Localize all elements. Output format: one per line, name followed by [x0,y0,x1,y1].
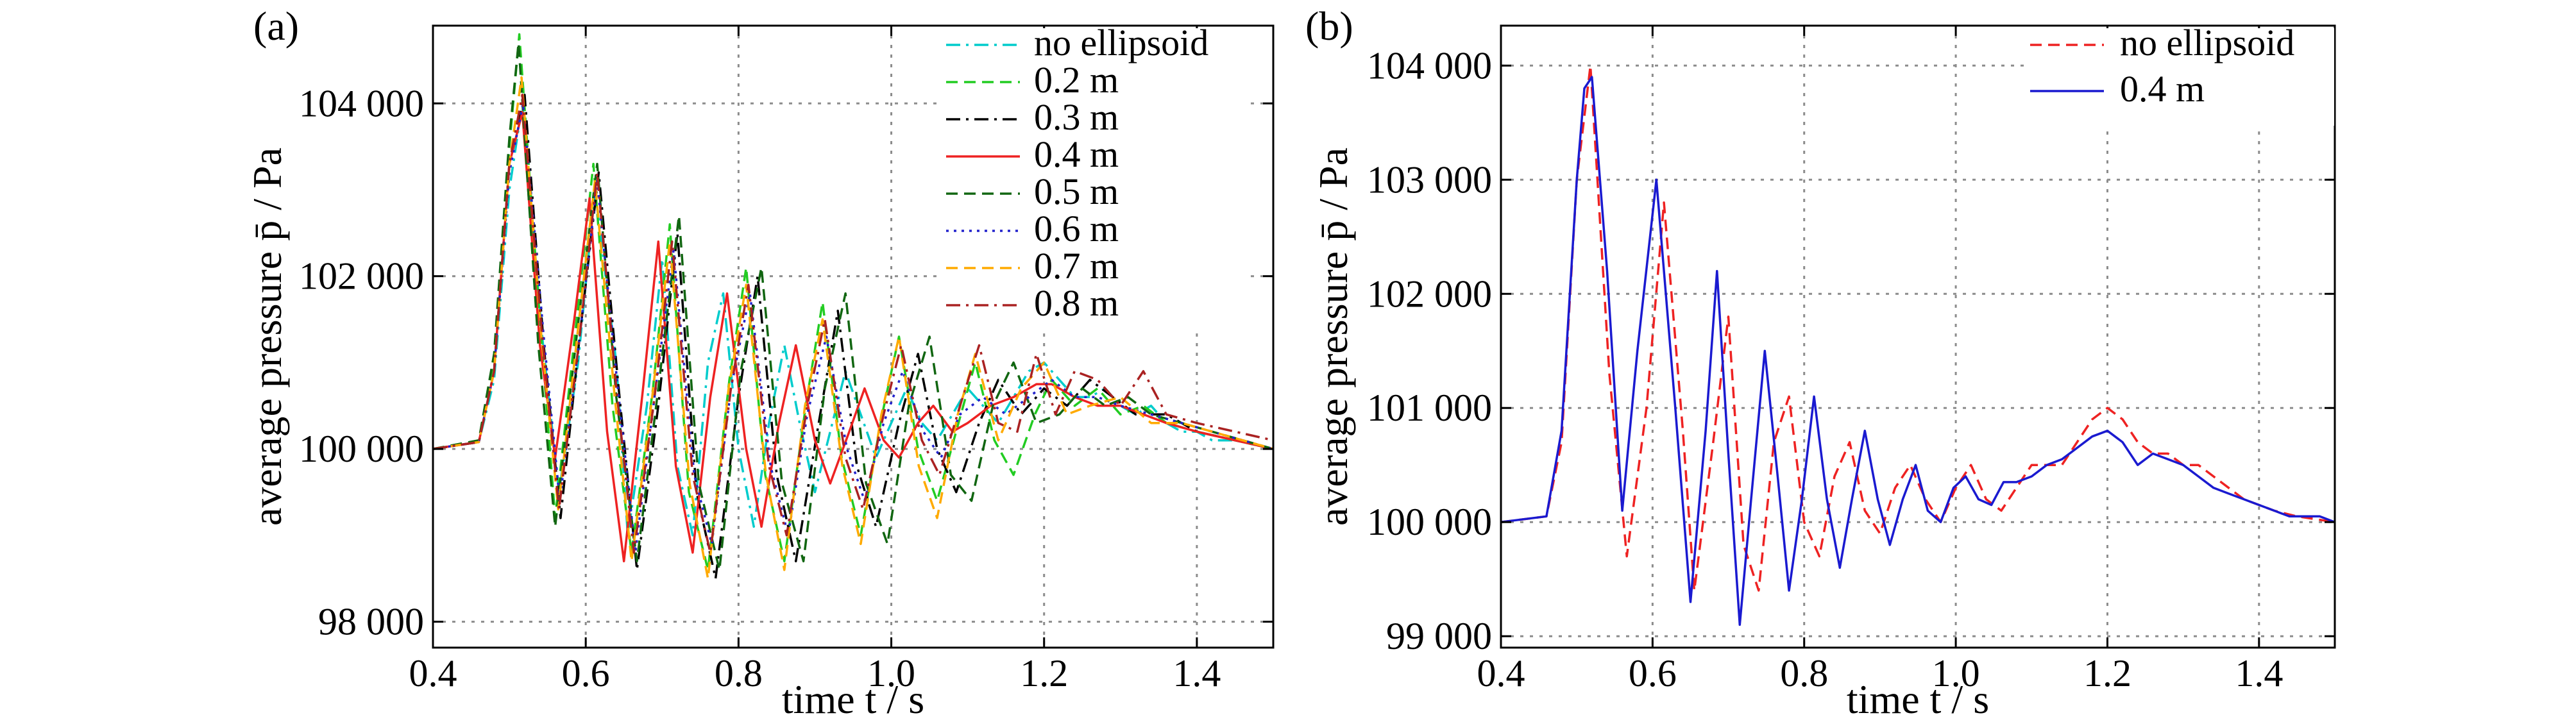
panel-b-ytick-label: 101 000 [1367,387,1492,429]
panel-a-ticks: 0.4 0.6 0.8 1.0 1.2 1.4 98 000 100 000 102 000 10… [299,26,1273,694]
panel-b-ytick-label: 99 000 [1386,615,1492,657]
panel-b-label: (b) [1305,3,1353,49]
panel-b-xtick-label: 1.4 [2235,652,2283,694]
panel-a-legend-label: 0.4 m [1034,133,1119,175]
panel-a-xtick-label: 1.2 [1020,652,1068,694]
panel-b-ytick-label: 100 000 [1367,501,1492,543]
panel-a-series-line [432,42,1274,571]
panel-a-series-line [432,94,1274,554]
panel-a-label: (a) [253,3,299,49]
panel-a-legend-label: 0.8 m [1034,282,1119,324]
panel-b-xtick-label: 1.2 [2083,652,2131,694]
panel-a-ytick-label: 104 000 [299,82,424,124]
panel-b: (b) 0.4 0.6 0.8 1.0 1.2 1.4 99 000 100 000 101 0… [1305,3,2336,722]
panel-b-ticks: 0.4 0.6 0.8 1.0 1.2 1.4 99 000 100 000 101 000 10… [1367,26,2335,694]
panel-a-xtick-label: 1.4 [1173,652,1221,694]
panel-a-legend-label: 0.3 m [1034,96,1119,138]
panel-a-ytick-label: 100 000 [299,428,424,470]
panel-a-frame [432,24,1275,649]
panel-a-xtick-label: 0.4 [409,652,457,694]
panel-a-xlabel: time t / s [782,676,924,722]
panel-b-series-line [1500,76,2335,626]
panel-b-series [1500,64,2335,626]
panel-b-legend-label: 0.4 m [2120,68,2205,110]
panel-a: (a) 0.4 0.6 0.8 1.0 1.2 1.4 98 000 100 000 102 0… [244,3,1275,722]
panel-a-xtick-label: 0.8 [715,652,763,694]
panel-b-xtick-label: 0.8 [1780,652,1828,694]
panel-b-xtick-label: 0.4 [1477,652,1525,694]
panel-a-legend-label: 0.7 m [1034,245,1119,287]
panel-b-ytick-label: 102 000 [1367,273,1492,315]
panel-b-xtick-label: 0.6 [1629,652,1677,694]
panel-b-ytick-label: 103 000 [1367,158,1492,201]
panel-b-xlabel: time t / s [1847,676,1989,722]
panel-b-legend-label: no ellipsoid [2120,22,2294,63]
panel-b-legend: no ellipsoid 0.4 m [2024,22,2334,126]
panel-a-ytick-label: 98 000 [318,601,424,643]
panel-b-xtick-label: 1.0 [1932,652,1980,694]
panel-b-frame [1500,24,2336,649]
panel-a-legend-label: no ellipsoid [1034,22,1208,63]
panel-b-series-line [1500,64,2335,592]
panel-b-ytick-label: 104 000 [1367,44,1492,87]
panel-a-legend-label: 0.5 m [1034,171,1119,212]
panel-a-legend-label: 0.2 m [1034,59,1119,101]
panel-a-ylabel: average pressure p̄ / Pa [244,147,290,526]
panel-a-series [432,33,1274,580]
panel-a-ytick-label: 102 000 [299,255,424,298]
panel-b-ylabel: average pressure p̄ / Pa [1310,147,1356,526]
panel-a-legend-bg [940,28,1248,331]
panel-a-xtick-label: 1.0 [867,652,915,694]
panel-a-series-line [432,76,1274,580]
panel-a-xtick-label: 0.6 [562,652,610,694]
panel-a-legend-label: 0.6 m [1034,208,1119,249]
